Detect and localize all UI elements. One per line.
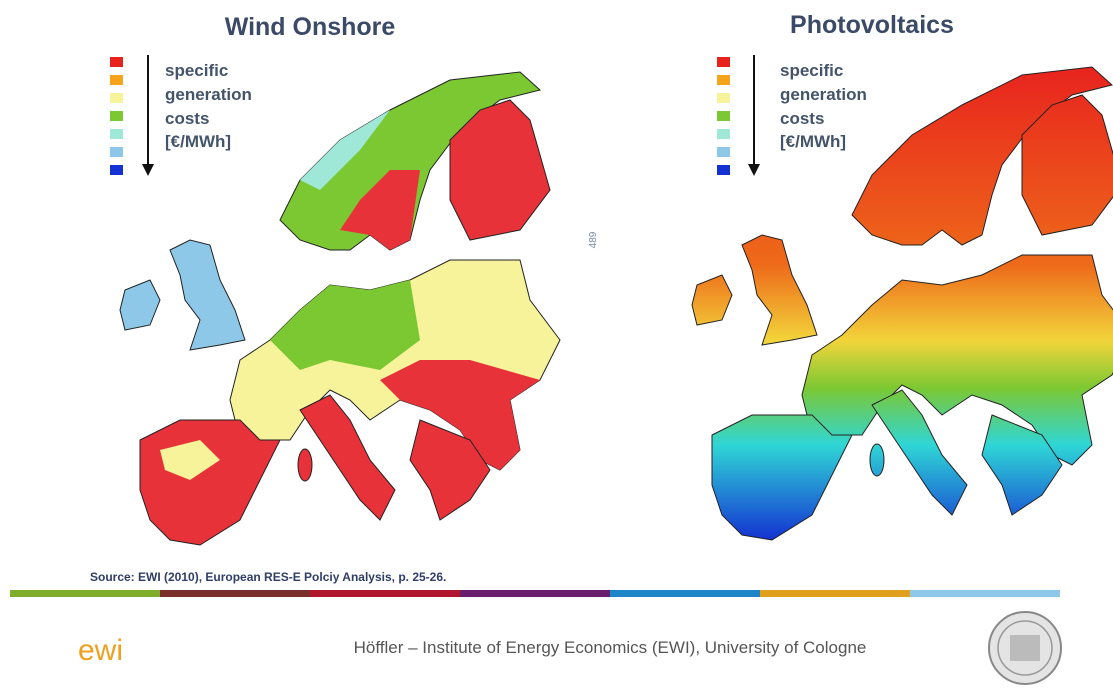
legend: specific generation costs [€/MWh] [110, 55, 252, 176]
footer-text: Höffler – Institute of Energy Economics … [354, 638, 867, 657]
bar-segment [310, 590, 460, 597]
legend-text: generation [780, 85, 867, 104]
swatch [717, 75, 730, 85]
bar-segment [910, 590, 1060, 597]
legend-text: [€/MWh] [780, 132, 846, 151]
bar-segment [760, 590, 910, 597]
map-title: Photovoltaics [790, 11, 954, 39]
bar-segment [460, 590, 610, 597]
swatch [717, 165, 730, 175]
legend-text: specific [165, 61, 228, 80]
swatch [110, 147, 123, 157]
legend-text: [€/MWh] [165, 132, 231, 151]
legend-text: specific [780, 61, 843, 80]
swatch [717, 147, 730, 157]
arrow-head [142, 164, 154, 176]
arrow-head [748, 164, 760, 176]
swatch [717, 93, 730, 103]
bar-segment [10, 590, 160, 597]
swatch [110, 111, 123, 121]
swatch [110, 57, 123, 67]
swatch [717, 129, 730, 139]
bar-segment [610, 590, 760, 597]
page-number: 489 [588, 231, 599, 248]
swatch [110, 75, 123, 85]
pv-map [691, 66, 1113, 541]
swatch [717, 57, 730, 67]
swatch [717, 111, 730, 121]
legend-text: costs [165, 109, 209, 128]
bar-segment [160, 590, 310, 597]
color-bar [10, 590, 1060, 597]
map-title: Wind Onshore [225, 13, 396, 41]
swatch [110, 129, 123, 139]
logo: ewi [78, 634, 123, 667]
legend: specific generation costs [€/MWh] [717, 55, 867, 176]
swatch [110, 165, 123, 175]
swatch [110, 93, 123, 103]
legend-text: costs [780, 109, 824, 128]
legend-text: generation [165, 85, 252, 104]
wind-map [119, 71, 561, 546]
source: Source: EWI (2010), European RES-E Polci… [90, 570, 446, 584]
university-seal [988, 611, 1062, 685]
